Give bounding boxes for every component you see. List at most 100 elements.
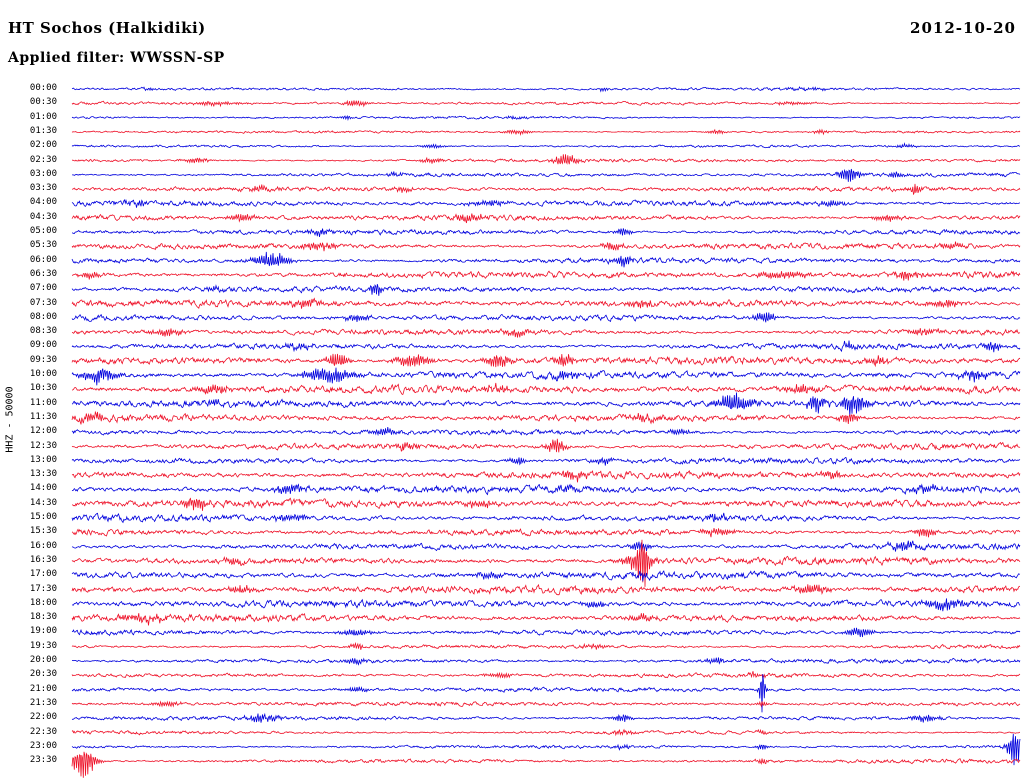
time-label: 10:30 [29,383,57,394]
seismogram-trace-17:30 [71,583,1021,596]
time-label: 13:00 [29,454,57,465]
seismogram-trace-21:30 [71,700,1021,708]
time-label: 07:00 [29,283,57,294]
time-label: 23:00 [29,740,57,751]
time-label: 03:00 [29,168,57,179]
seismogram-trace-20:00 [71,657,1021,666]
time-label: 05:00 [29,226,57,236]
seismogram-trace-11:00 [71,392,1021,416]
time-label: 09:30 [29,354,57,365]
seismogram-trace-03:30 [71,183,1021,195]
time-label: 00:30 [29,97,57,108]
seismogram-trace-12:30 [71,438,1021,453]
time-label: 16:00 [29,540,57,551]
time-axis-labels: 00:00 00:30 01:00 01:30 02:00 02:30 03:00 03:30… [0,0,58,780]
seismogram-trace-06:00 [71,251,1021,268]
time-label: 15:00 [29,512,57,522]
seismogram-trace-00:30 [71,99,1021,108]
station-title: HT Sochos (Halkidiki) [8,19,206,37]
seismogram-trace-07:30 [71,297,1021,309]
time-label: 10:00 [29,369,57,379]
seismogram-trace-00:00 [71,86,1021,93]
seismogram-trace-19:00 [71,627,1021,638]
seismogram-trace-11:30 [71,410,1021,425]
seismogram-trace-13:00 [71,456,1021,466]
time-label: 21:00 [29,683,57,694]
seismogram-trace-12:00 [71,427,1021,437]
seismogram-trace-19:30 [71,641,1021,650]
seismogram-trace-23:00 [71,733,1021,766]
time-label: 04:00 [29,197,57,208]
time-label: 06:30 [29,268,57,279]
time-label: 08:00 [29,311,57,322]
time-label: 14:30 [29,497,57,508]
filter-label: Applied filter: WWSSN-SP [8,50,225,66]
seismogram-trace-14:30 [72,497,1021,511]
seismogram-trace-04:30 [71,213,1021,224]
seismogram-trace-05:30 [71,241,1021,252]
time-label: 18:00 [29,597,57,608]
seismogram-trace-16:00 [71,540,1021,552]
seismogram-trace-01:30 [71,128,1021,136]
time-label: 18:30 [29,612,57,623]
time-label: 12:00 [29,426,57,437]
time-label: 11:30 [29,411,57,422]
seismogram-trace-20:30 [71,671,1021,680]
time-label: 20:00 [29,655,57,665]
seismogram-trace-17:00 [71,570,1021,582]
seismogram-trace-18:30 [71,612,1021,626]
time-label: 12:30 [29,440,57,451]
seismogram-trace-22:00 [71,712,1021,723]
time-label: 14:00 [29,483,57,494]
time-label: 21:30 [29,697,57,708]
time-label: 19:30 [29,640,57,651]
seismogram-trace-08:30 [71,327,1021,338]
seismogram-trace-05:00 [71,228,1021,237]
time-label: 13:30 [29,469,57,480]
time-label: 17:00 [29,569,57,580]
time-label: 02:00 [29,140,57,151]
date-label: 2012-10-20 [910,19,1016,37]
seismogram-trace-21:00 [71,674,1021,713]
seismogram-trace-08:00 [71,312,1021,323]
time-label: 20:30 [29,669,57,680]
seismogram-trace-01:00 [71,115,1021,121]
seismogram-trace-04:00 [71,198,1021,208]
time-label: 01:00 [29,111,57,122]
seismogram-trace-03:00 [72,168,1021,182]
time-label: 06:00 [29,254,57,265]
time-label: 23:30 [29,755,57,766]
seismogram-trace-16:30 [71,539,1021,587]
time-label: 01:30 [29,125,57,136]
seismogram-trace-10:00 [71,367,1021,386]
time-label: 00:00 [29,83,57,93]
seismogram-trace-13:30 [71,469,1021,483]
time-label: 22:00 [29,712,57,723]
seismogram-trace-09:30 [71,353,1021,368]
time-label: 11:00 [29,397,57,408]
time-label: 19:00 [29,626,57,637]
time-label: 05:30 [29,240,57,251]
time-label: 04:30 [29,211,57,222]
seismogram-trace-02:00 [71,142,1021,150]
seismogram-trace-10:30 [71,382,1021,396]
time-label: 17:30 [29,583,57,594]
time-label: 16:30 [29,554,57,565]
seismogram-trace-23:30 [71,751,1021,778]
time-label: 09:00 [29,340,57,351]
seismogram-trace-02:30 [71,154,1021,165]
time-label: 07:30 [29,297,57,308]
time-label: 02:30 [29,154,57,165]
time-label: 03:30 [29,183,57,194]
seismogram-trace-14:00 [71,483,1021,496]
time-label: 08:30 [29,326,57,337]
seismogram-trace-15:30 [71,528,1021,538]
seismogram-trace-22:30 [71,728,1021,737]
seismogram-trace-06:30 [71,270,1021,281]
time-label: 15:30 [29,526,57,537]
seismogram-trace-09:00 [71,340,1021,353]
seismogram-trace-18:00 [71,598,1021,612]
seismogram-trace-07:00 [71,283,1021,296]
